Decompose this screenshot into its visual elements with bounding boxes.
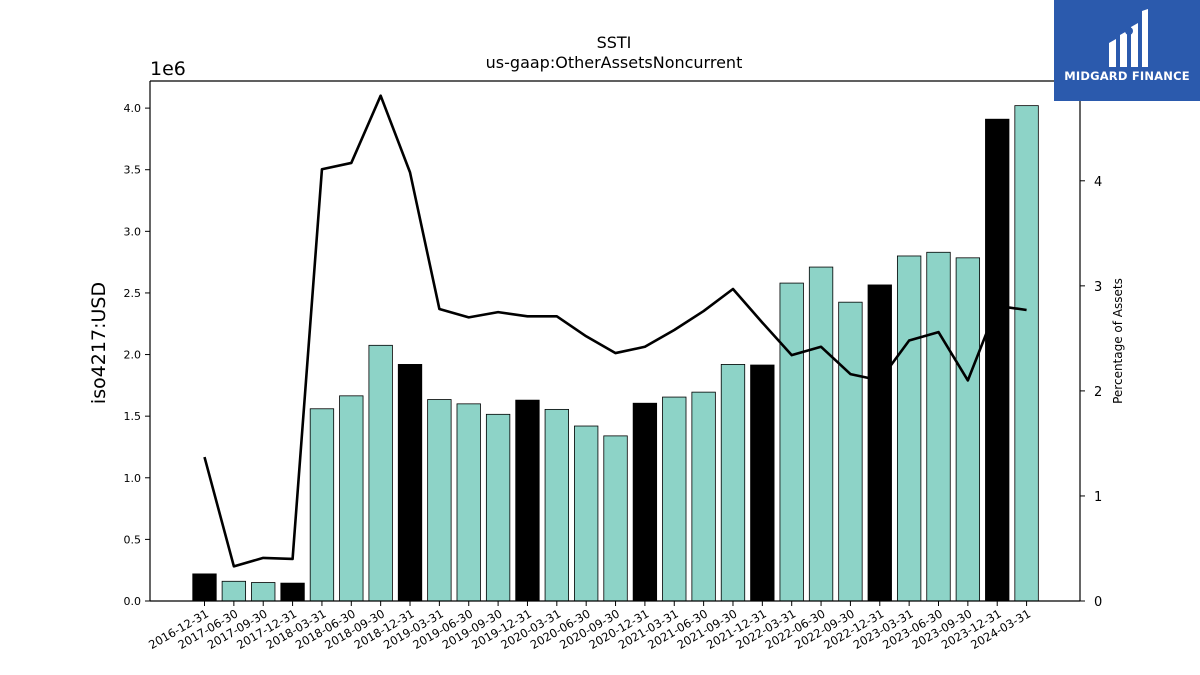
- y-tick-label: 4.0: [124, 102, 142, 115]
- bar-2022-09-30: [838, 301, 863, 602]
- bar-2021-03-31: [662, 396, 687, 602]
- bar-2017-09-30: [251, 582, 276, 602]
- bars-layer: [192, 105, 1039, 602]
- y-tick-label: 1.5: [124, 410, 142, 423]
- bar-2016-12-31: [192, 573, 217, 602]
- y2-tick-label: 0: [1094, 595, 1102, 610]
- y-tick-label: 0.0: [124, 595, 142, 608]
- percentage-line: [203, 94, 1027, 568]
- axes-layer: 0.00.51.01.52.02.53.03.54.0012342016-12-…: [124, 80, 1102, 652]
- y-tick-label: 2.5: [124, 287, 142, 300]
- bar-2022-06-30: [808, 266, 834, 602]
- y2-tick-label: 4: [1094, 175, 1102, 190]
- y-tick-label: 2.0: [124, 349, 142, 362]
- midgard-finance-logo: MIDGARD FINANCE: [1054, 0, 1200, 101]
- bar-2023-03-31: [896, 255, 922, 602]
- y-tick-label: 0.5: [124, 533, 142, 546]
- y-tick-label: 1.0: [124, 472, 142, 485]
- bar-2024-03-31: [1014, 105, 1039, 602]
- bar-2021-09-30: [720, 364, 746, 602]
- bar-2018-12-31: [397, 364, 423, 602]
- logo-name: MIDGARD FINANCE: [1064, 69, 1190, 83]
- bar-2020-09-30: [603, 435, 628, 602]
- y-offset-label: 1e6: [150, 58, 186, 80]
- bar-2019-12-31: [515, 399, 540, 602]
- bar-2020-06-30: [574, 425, 599, 602]
- chart-title: SSTI: [597, 33, 632, 52]
- bar-2022-12-31: [867, 284, 892, 602]
- y2-tick-label: 3: [1094, 280, 1102, 295]
- bar-2023-12-31: [985, 118, 1010, 602]
- bar-2021-12-31: [750, 364, 775, 602]
- bar-2017-06-30: [221, 580, 247, 602]
- bar-2022-03-31: [779, 282, 804, 602]
- bar-2018-03-31: [309, 408, 335, 602]
- bar-2021-06-30: [691, 391, 716, 602]
- bar-2023-09-30: [955, 257, 981, 602]
- bar-2019-06-30: [456, 403, 481, 602]
- bar-2018-06-30: [339, 395, 364, 602]
- y-tick-label: 3.0: [124, 225, 142, 238]
- bar-2017-12-31: [280, 582, 305, 602]
- bar-2023-06-30: [926, 251, 951, 602]
- bar-2019-03-31: [427, 399, 452, 602]
- y2-tick-label: 2: [1094, 385, 1102, 400]
- line-layer: [203, 94, 1027, 568]
- y-tick-label: 3.5: [124, 164, 142, 177]
- bar-2018-09-30: [368, 344, 393, 602]
- y2-axis-label: Percentage of Assets: [1111, 278, 1125, 404]
- bar-2020-12-31: [632, 402, 658, 602]
- chart-subtitle: us-gaap:OtherAssetsNoncurrent: [486, 53, 743, 72]
- y2-tick-label: 1: [1094, 490, 1102, 505]
- y-axis-label: iso4217:USD: [88, 282, 110, 404]
- bar-2019-09-30: [485, 413, 511, 602]
- bar-2020-03-31: [544, 408, 569, 602]
- logo-mark-icon: [1109, 9, 1148, 67]
